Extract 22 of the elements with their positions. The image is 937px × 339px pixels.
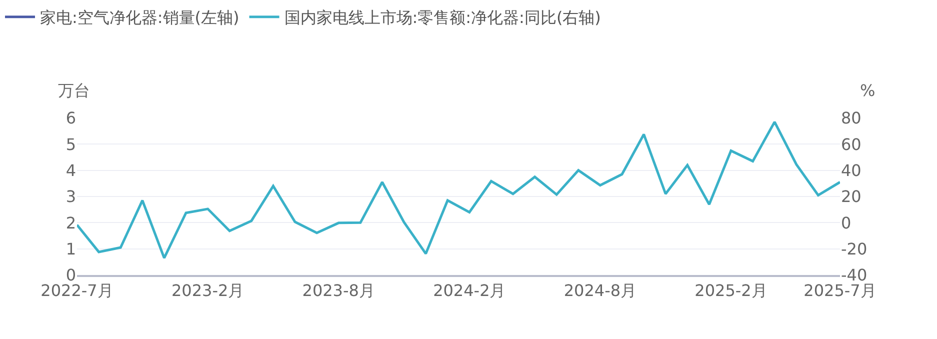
y-tick-label: 4 xyxy=(66,160,76,180)
y2-tick-label: 20 xyxy=(841,187,862,206)
line-series xyxy=(77,120,840,260)
x-tick-label: 2023-8月 xyxy=(302,280,375,300)
y-tick-label: 5 xyxy=(66,134,76,154)
legend-label: 家电:空气净化器:销量(左轴) xyxy=(40,8,240,28)
legend-label: 国内家电线上市场:零售额:净化器:同比(右轴) xyxy=(284,8,601,28)
y2-axis-title: % xyxy=(860,81,876,100)
y2-tick-label: 80 xyxy=(841,108,862,128)
x-tick-label: 2025-2月 xyxy=(694,280,768,300)
y-tick-label: 2 xyxy=(66,213,76,232)
x-tick-label: 2024-2月 xyxy=(433,280,506,300)
y2-tick-label: 60 xyxy=(841,134,862,154)
y2-tick-label: 0 xyxy=(841,213,852,232)
y-tick-label: 6 xyxy=(66,108,76,128)
y-axis-title: 万台 xyxy=(58,81,90,100)
y-tick-label: 1 xyxy=(66,239,76,258)
y-tick-label: 3 xyxy=(66,187,76,206)
x-tick-label: 2024-8月 xyxy=(564,280,637,300)
x-tick-label: 2023-2月 xyxy=(171,280,244,300)
y2-tick-label: 40 xyxy=(841,160,862,180)
y2-tick-label: -20 xyxy=(841,239,868,258)
